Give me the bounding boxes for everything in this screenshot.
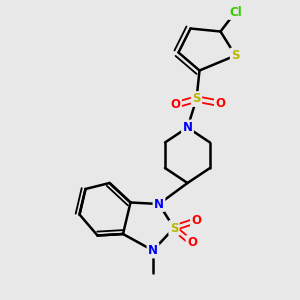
Text: S: S: [192, 92, 201, 106]
Text: N: N: [182, 121, 193, 134]
Text: O: O: [187, 236, 197, 250]
Text: N: N: [154, 197, 164, 211]
Text: N: N: [148, 244, 158, 257]
Text: S: S: [170, 221, 178, 235]
Text: Cl: Cl: [229, 5, 242, 19]
Text: O: O: [215, 97, 226, 110]
Text: O: O: [170, 98, 181, 112]
Text: S: S: [231, 49, 240, 62]
Text: O: O: [191, 214, 202, 227]
